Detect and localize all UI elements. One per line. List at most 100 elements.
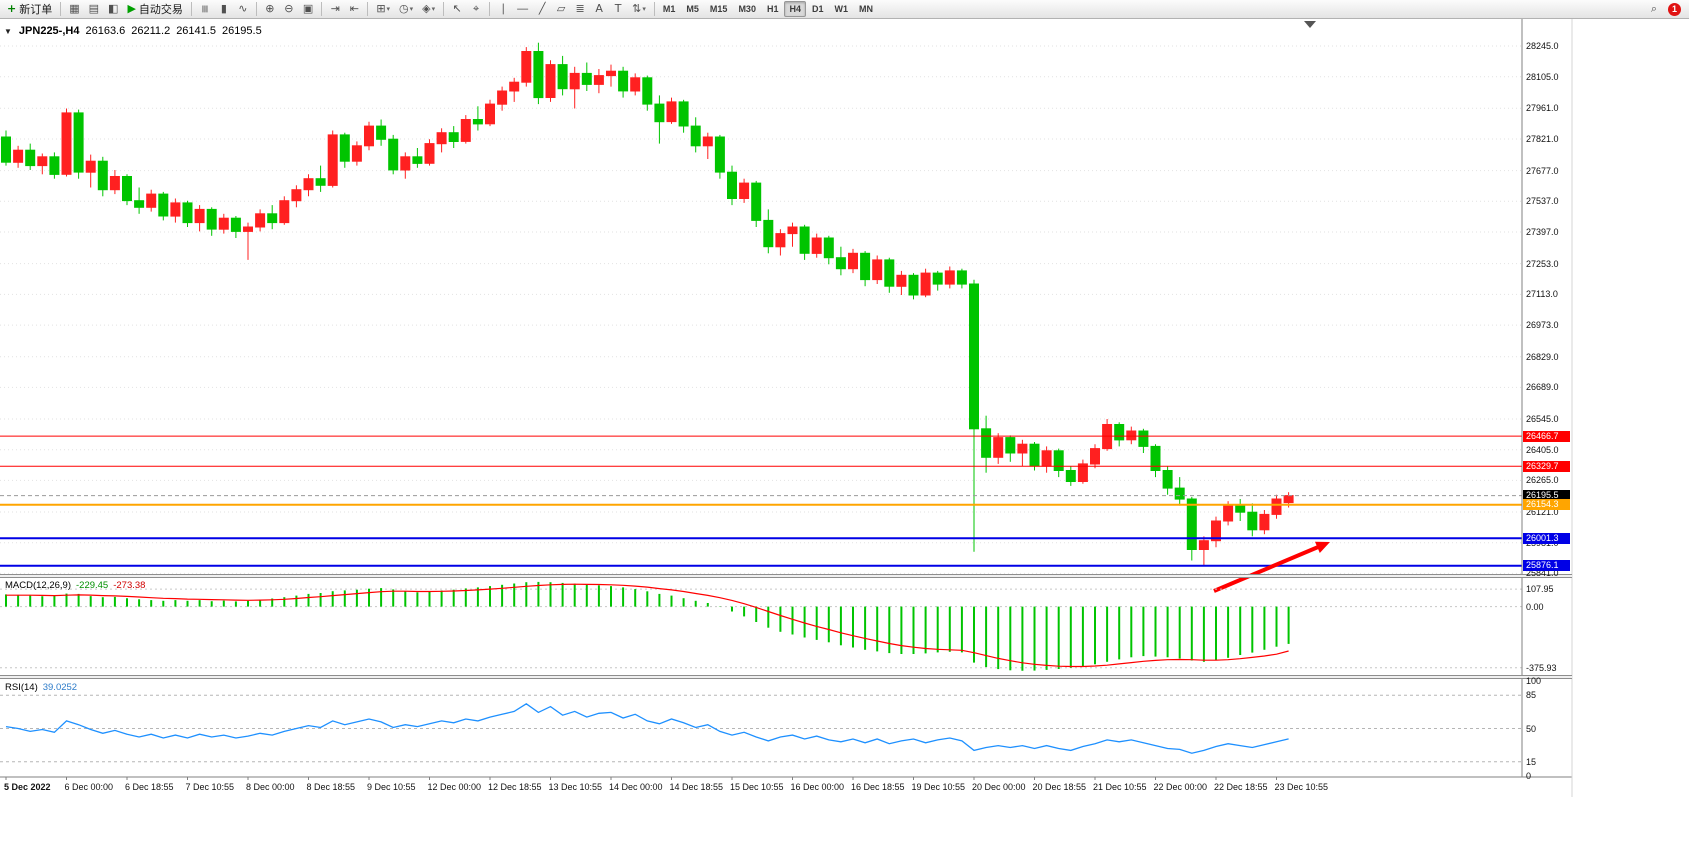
candle-body [569, 72, 580, 90]
panel-splitter-rsi[interactable] [0, 675, 1572, 679]
timeframe-d1-button[interactable]: D1 [811, 4, 824, 14]
price-scale-label: 26545.0 [1526, 413, 1559, 424]
price-tag: 26001.3 [1523, 532, 1570, 544]
arrow-styles-icon: ⇅ [632, 2, 642, 15]
panel-splitter-macd[interactable] [0, 574, 1572, 578]
trendline-button[interactable]: ╱ [533, 1, 551, 17]
new-order-button[interactable]: + 新订单 [3, 1, 56, 17]
timeframe-mn-button[interactable]: MN [859, 4, 873, 14]
templates-button[interactable]: ◈ ▾ [418, 1, 439, 17]
candlestick-button[interactable]: ▮ [215, 1, 233, 17]
price-scale-label: 26829.0 [1526, 351, 1559, 362]
charts-button[interactable]: ▦ [65, 1, 83, 17]
profiles-button[interactable]: ▤ [85, 1, 103, 17]
candle-body [255, 213, 266, 228]
candle-body [1, 136, 11, 163]
auto-scroll-button[interactable]: ⇥ [326, 1, 344, 17]
time-axis-label: 8 Dec 00:00 [246, 782, 295, 792]
dropdown-arrow-icon: ▾ [386, 6, 391, 13]
timeframe-h4-button[interactable]: H4 [784, 1, 806, 17]
trend-arrow-head[interactable] [1315, 541, 1330, 553]
candle-body [1211, 520, 1221, 542]
macd-panel[interactable] [0, 581, 1522, 671]
price-scale-label: 27677.0 [1526, 165, 1559, 176]
candle-body [654, 103, 665, 123]
price-scale-label: 27113.0 [1526, 289, 1558, 300]
candle-body [1065, 470, 1076, 482]
time-axis-label: 5 Dec 2022 [4, 782, 51, 792]
crosshair-button[interactable]: ⌖ [467, 1, 485, 17]
candle-body [521, 51, 532, 83]
chart-canvas[interactable] [0, 19, 1689, 824]
autotrading-button[interactable]: ▶ 自动交易 [123, 1, 186, 17]
toolbar-separator [190, 2, 192, 16]
candle-body [218, 217, 229, 230]
price-scale-label: 25841.0 [1526, 568, 1559, 579]
fibonacci-button[interactable]: ≣ [571, 1, 589, 17]
price-scale-label: 26689.0 [1526, 382, 1559, 393]
candle-body [327, 134, 338, 186]
trendline-icon: ╱ [538, 2, 546, 15]
zoom-in-button[interactable]: ⊕ [261, 1, 279, 17]
channel-button[interactable]: ▱ [552, 1, 570, 17]
candle-body [37, 156, 48, 167]
text-button[interactable]: A [590, 1, 608, 17]
timeframe-m1-button[interactable]: M1 [662, 4, 676, 14]
zoom-in-icon: ⊕ [265, 2, 275, 15]
timeframe-h1-button[interactable]: H1 [766, 4, 779, 14]
time-axis-label: 8 Dec 18:55 [306, 782, 356, 792]
arrows-button[interactable]: ⇅ ▾ [628, 1, 650, 17]
dropdown-arrow-icon: ▾ [642, 6, 646, 13]
macd-name: MACD(12,26,9) [5, 580, 71, 591]
chart-shift-icon: ⇤ [349, 2, 359, 15]
price-scale-label: 26265.0 [1526, 475, 1559, 486]
candle-body [460, 119, 471, 142]
candle-body [291, 189, 302, 202]
time-axis-label: 9 Dec 10:55 [367, 782, 416, 792]
trend-arrow-line[interactable] [1213, 543, 1324, 593]
zoom-out-icon: ⊖ [284, 2, 294, 15]
candle-body [1053, 450, 1064, 471]
rsi-level-label: 100 [1526, 676, 1542, 686]
timeframe-m30-button[interactable]: M30 [738, 4, 756, 14]
timeframe-m5-button[interactable]: M5 [686, 4, 699, 14]
periods-button[interactable]: ◷ ▾ [395, 1, 417, 17]
indicators-button[interactable]: ⊞ ▾ [372, 1, 394, 17]
price-scale-label: 26973.0 [1526, 320, 1559, 331]
candle-body [73, 112, 84, 173]
rsi-level-label: 0 [1526, 771, 1532, 781]
time-axis-label: 16 Dec 00:00 [790, 782, 845, 792]
time-axis-label: 13 Dec 10:55 [548, 782, 603, 792]
candle-body [388, 138, 399, 171]
candle-body [557, 64, 568, 90]
text-label-button[interactable]: T [609, 1, 627, 17]
price-grid [0, 45, 1522, 574]
bar-chart-button[interactable]: ≡ [196, 1, 214, 17]
zoom-out-button[interactable]: ⊖ [280, 1, 298, 17]
time-axis-label: 14 Dec 00:00 [609, 782, 663, 792]
tile-windows-button[interactable]: ▣ [299, 1, 317, 17]
horizontal-line-button[interactable]: ― [513, 1, 532, 17]
price-scale-label: 28245.0 [1526, 41, 1559, 51]
rsi-level-label: 50 [1526, 723, 1537, 734]
vertical-line-button[interactable]: ∣ [494, 1, 512, 17]
chart-shift-button[interactable]: ⇤ [345, 1, 363, 17]
candle-body [1138, 430, 1149, 447]
timeframe-m15-button[interactable]: M15 [709, 4, 728, 14]
rsi-panel[interactable] [0, 694, 1522, 763]
market-watch-button[interactable]: ◧ [104, 1, 122, 17]
candle-body [1271, 498, 1282, 515]
candle-body [122, 176, 132, 202]
candle-body [497, 90, 508, 105]
time-axis-label: 7 Dec 10:55 [185, 782, 235, 792]
timeframe-w1-button[interactable]: W1 [834, 4, 849, 14]
time-axis-label: 22 Dec 00:00 [1153, 782, 1208, 792]
notifications-badge[interactable]: 1 [1668, 2, 1681, 16]
search-button[interactable]: ⌕ [1645, 1, 1663, 17]
macd-signal-line [6, 583, 1289, 668]
chart-shift-marker[interactable] [1304, 21, 1316, 28]
cursor-button[interactable]: ↖ [448, 1, 466, 17]
one-click-trading-toggle[interactable]: ▼ [4, 26, 12, 36]
line-chart-button[interactable]: ∿ [234, 1, 252, 17]
